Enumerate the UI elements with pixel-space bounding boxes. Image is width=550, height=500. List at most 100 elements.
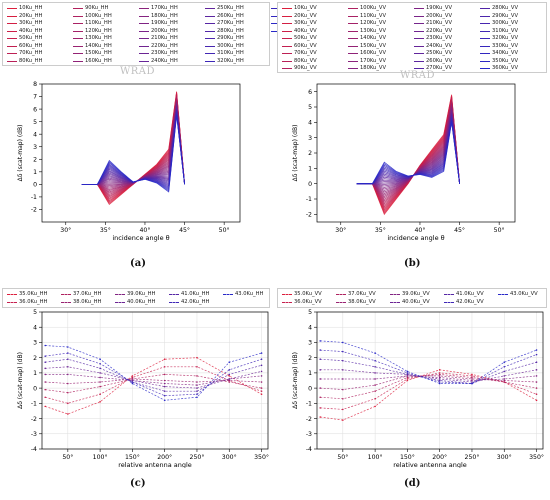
data-point [406, 372, 409, 374]
data-point [342, 369, 344, 371]
data-point [406, 373, 409, 376]
legend-label: 37.0Ku_VV [348, 291, 376, 297]
data-point [228, 379, 231, 382]
data-point [342, 350, 344, 353]
series-line [45, 366, 262, 404]
data-point [196, 356, 198, 359]
data-point [163, 379, 166, 382]
legend-label: 38.0Ku_HH [73, 299, 102, 305]
x-tick-label: 50° [219, 226, 230, 234]
data-point [99, 367, 101, 370]
y-tick-label: 6 [33, 106, 37, 113]
x-tick-label: 40° [414, 226, 425, 234]
data-point [535, 393, 538, 395]
legend-label: 180Ku_HH [151, 12, 178, 19]
legend-swatch [205, 45, 215, 47]
data-point [99, 376, 101, 379]
data-point [99, 393, 101, 395]
legend-label: 170Ku_VV [360, 57, 387, 64]
data-point [319, 358, 322, 360]
y-tick-label: 0 [33, 385, 37, 392]
y-tick-label: 0 [33, 182, 37, 189]
legend-swatch [73, 45, 83, 47]
legend-panel-b: 10Ku_VV 20Ku_VV 30Ku_VV 40Ku_VV 50Ku_VV 60Ku_… [277, 2, 547, 73]
y-tick-label: 2 [308, 150, 312, 157]
legend-swatch [205, 15, 215, 17]
legend-swatch [139, 53, 149, 54]
legend-label: 110Ku_VV [360, 12, 387, 19]
legend-label: 43.0Ku_VV [510, 291, 538, 297]
x-axis-label: incidence angle θ [112, 234, 169, 242]
legend-label: 20Ku_VV [294, 12, 317, 19]
legend-swatch [7, 8, 17, 9]
data-point [67, 382, 69, 385]
legend-label: 41.0Ku_HH [181, 291, 210, 297]
y-tick-label: -1 [306, 401, 312, 408]
legend-label: 35.0Ku_VV [294, 291, 322, 297]
y-axis-label: Δδ (scat-map) (dB) [292, 125, 299, 182]
y-axis-label: Δδ (scat-map) (dB) [17, 352, 24, 409]
legend-swatch [223, 294, 233, 295]
legend-label: 120Ku_VV [360, 20, 387, 26]
legend-label: 60Ku_VV [294, 42, 317, 49]
chart-panel-a: 30° 35° 40° 45° 50° -2 -1 0 1 2 3 4 5 6 7 8 incidence an… [17, 81, 241, 242]
panel-label-d: (d) [404, 478, 421, 489]
legend-label: 70Ku_VV [294, 50, 317, 56]
data-point [406, 370, 409, 373]
data-point [228, 361, 231, 364]
data-point [228, 375, 231, 377]
data-point [342, 397, 344, 400]
data-point [44, 388, 47, 391]
y-tick-label: 6 [308, 89, 312, 96]
legend-swatch [480, 30, 490, 32]
data-point [99, 362, 101, 365]
legend-label: 39.0Ku_HH [127, 291, 156, 297]
y-tick-label: -4 [306, 446, 312, 453]
y-tick-label: 5 [33, 309, 37, 316]
legend-swatch [169, 302, 179, 303]
legend-label: 90Ku_HH [85, 5, 109, 11]
data-point [503, 361, 506, 364]
legend-swatch [348, 15, 358, 17]
legend-label: 240Ku_HH [151, 57, 178, 64]
legend-label: 40Ku_HH [19, 27, 43, 34]
chart-panel-c: 50° 100° 150° 200° 250° 300° 350° -4 -3 -2 -1 0 1 2 3 4… [17, 309, 269, 468]
legend-label: 140Ku_HH [85, 42, 112, 49]
series-line [45, 378, 262, 384]
data-point [99, 385, 101, 388]
legend-swatch [480, 60, 490, 62]
data-point [503, 370, 506, 373]
legend-swatch [139, 38, 149, 39]
series-line [45, 345, 262, 401]
legend-swatch [73, 30, 83, 32]
data-point [67, 413, 69, 415]
data-point [163, 390, 166, 392]
legend-label: 130Ku_VV [360, 27, 387, 34]
data-point [131, 376, 134, 379]
legend-label: 280Ku_VV [492, 5, 519, 11]
y-tick-label: 0 [308, 181, 312, 188]
y-tick-label: -2 [31, 416, 37, 423]
legend-label: 37.0Ku_HH [73, 291, 102, 297]
data-point [438, 372, 441, 374]
legend-label: 130Ku_HH [85, 35, 112, 41]
legend-swatch [139, 15, 149, 17]
data-point [260, 387, 263, 389]
data-point [535, 387, 538, 389]
data-point [67, 346, 69, 348]
legend-label: 190Ku_HH [151, 20, 178, 26]
legend-swatch [282, 45, 292, 47]
data-point [67, 352, 69, 354]
data-point [471, 376, 473, 379]
legend-label: 150Ku_HH [85, 50, 112, 56]
legend-swatch [7, 23, 17, 24]
legend-swatch [336, 302, 346, 303]
legend-label: 260Ku_HH [217, 12, 244, 19]
legend-label: 50Ku_HH [19, 35, 43, 41]
legend-swatch [348, 45, 358, 47]
data-point [535, 349, 538, 351]
legend-swatch [282, 30, 292, 32]
legend-label: 320Ku_HH [217, 57, 244, 64]
data-point [471, 375, 473, 377]
data-point [471, 379, 473, 382]
